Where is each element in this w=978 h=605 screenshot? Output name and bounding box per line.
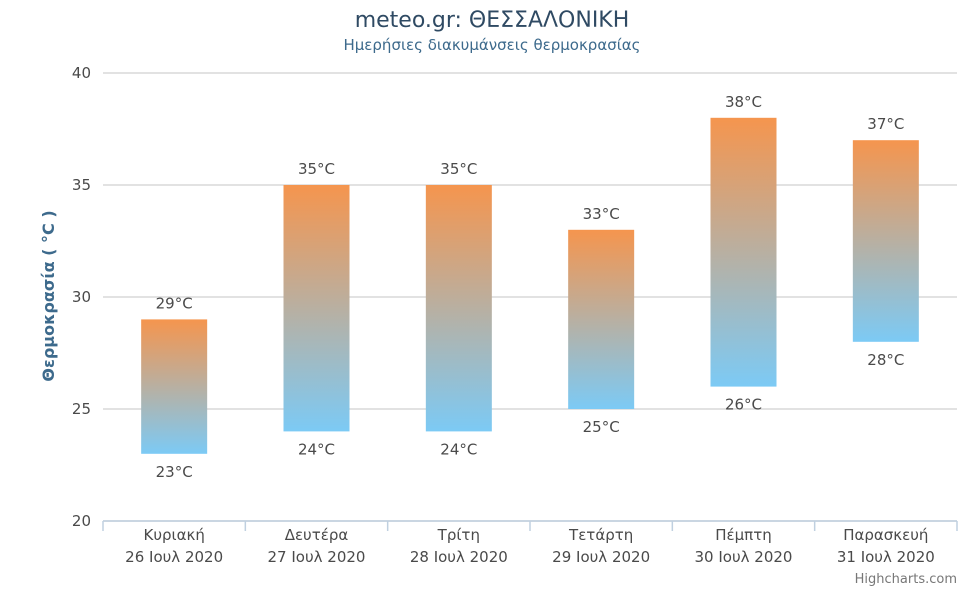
x-tick-day-label: Δευτέρα <box>285 526 349 544</box>
temperature-bar[interactable] <box>568 229 635 409</box>
x-tick-date-label: 27 Ιουλ 2020 <box>268 548 366 566</box>
x-tick-date-label: 29 Ιουλ 2020 <box>552 548 650 566</box>
high-temp-label: 35°C <box>440 160 477 178</box>
x-tick-day-label: Τετάρτη <box>568 526 633 544</box>
low-temp-label: 24°C <box>298 440 335 458</box>
y-tick-label: 40 <box>72 64 91 82</box>
temperature-bar[interactable] <box>141 319 208 454</box>
x-tick-date-label: 30 Ιουλ 2020 <box>695 548 793 566</box>
chart-subtitle: Ημερήσιες διακυμάνσεις θερμοκρασίας <box>343 36 640 54</box>
low-temp-label: 25°C <box>583 418 620 436</box>
bars <box>141 117 919 454</box>
low-temp-label: 26°C <box>725 396 762 414</box>
high-temp-label: 33°C <box>583 205 620 223</box>
temperature-bar[interactable] <box>425 185 492 432</box>
grid <box>103 72 957 522</box>
x-tick-day-label: Πέμπτη <box>715 526 772 544</box>
y-tick-label: 30 <box>72 288 91 306</box>
credits-link[interactable]: Highcharts.com <box>855 572 957 587</box>
low-temp-label: 24°C <box>440 440 477 458</box>
chart-title: meteo.gr: ΘΕΣΣΑΛΟΝΙΚΗ <box>355 8 630 33</box>
high-temp-label: 35°C <box>298 160 335 178</box>
y-axis: 20 25 30 35 40 <box>72 64 91 530</box>
x-tick-date-label: 31 Ιουλ 2020 <box>837 548 935 566</box>
y-tick-label: 35 <box>72 176 91 194</box>
low-temp-label: 28°C <box>867 351 904 369</box>
y-tick-label: 20 <box>72 512 91 530</box>
temperature-bar[interactable] <box>710 117 777 387</box>
y-axis-label: Θερμοκρασία ( °C ) <box>39 210 58 381</box>
high-temp-label: 38°C <box>725 93 762 111</box>
high-temp-label: 37°C <box>867 115 904 133</box>
high-temp-label: 29°C <box>156 294 193 312</box>
temperature-bar[interactable] <box>283 185 350 432</box>
x-tick-date-label: 26 Ιουλ 2020 <box>125 548 223 566</box>
x-tick-day-label: Κυριακή <box>143 526 204 544</box>
x-tick-date-label: 28 Ιουλ 2020 <box>410 548 508 566</box>
x-tick-day-label: Τρίτη <box>437 526 480 544</box>
y-tick-label: 25 <box>72 400 91 418</box>
x-tick-day-label: Παρασκευή <box>843 526 928 544</box>
x-axis: Κυριακή 26 Ιουλ 2020 Δευτέρα 27 Ιουλ 2020 Τρ… <box>102 520 958 566</box>
low-temp-label: 23°C <box>156 463 193 481</box>
data-labels: 29°C 23°C 35°C 24°C 35°C 24°C 33°C 25°C 38°C 26°C… <box>156 93 905 481</box>
temperature-bar[interactable] <box>852 140 919 342</box>
